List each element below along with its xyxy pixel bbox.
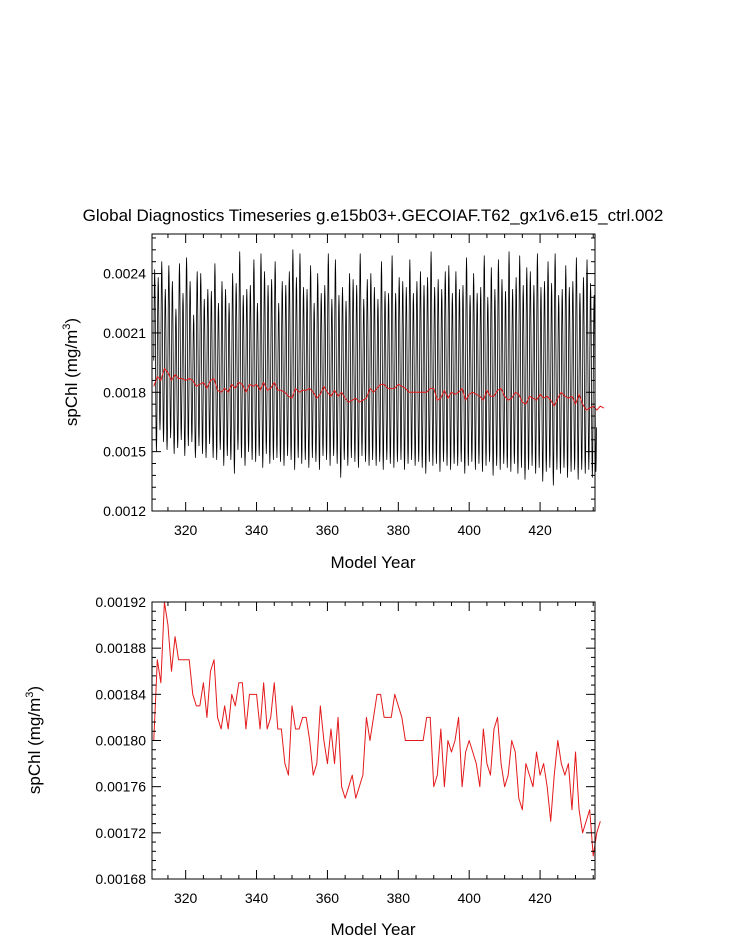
top-y-tick-label: 0.0018 — [103, 384, 146, 400]
bottom-x-axis-label: Model Year — [330, 920, 415, 939]
bottom-y-axis-label-main: spChl (mg/m — [25, 698, 44, 794]
top-series-line-monthly — [153, 249, 597, 486]
bottom-timeseries-panel: 320 340 360 380 400 420 0.00168 0.00172 0.00176 0… — [24, 594, 601, 939]
top-x-tick-label: 360 — [316, 522, 340, 538]
bottom-y-tick-label: 0.00188 — [95, 640, 146, 656]
top-x-tick-label: 420 — [528, 522, 552, 538]
top-y-axis-label-sup: 3 — [61, 324, 73, 330]
bottom-y-axis-label-end: ) — [25, 686, 44, 692]
bottom-x-tick-label: 320 — [174, 890, 198, 906]
bottom-plot-area — [153, 601, 601, 857]
bottom-plot-frame — [151, 601, 596, 880]
top-x-tick-label: 340 — [245, 522, 269, 538]
bottom-y-axis-label-sup: 3 — [24, 692, 36, 698]
top-x-tick-label: 320 — [174, 522, 198, 538]
bottom-series-line-annual-mean — [153, 601, 601, 857]
chart-title: Global Diagnostics Timeseries g.e15b03+.… — [83, 206, 664, 225]
top-plot-frame — [151, 233, 596, 512]
top-y-tick-label: 0.0015 — [103, 444, 146, 460]
bottom-x-tick-label: 340 — [245, 890, 269, 906]
top-y-axis-label-end: ) — [62, 318, 81, 324]
top-x-axis-label: Model Year — [330, 553, 415, 572]
bottom-y-tick-label: 0.00192 — [95, 594, 146, 610]
top-x-tick-label: 380 — [387, 522, 411, 538]
bottom-axis-ticks: 320 340 360 380 400 420 0.00168 0.00172 0.00176 0… — [95, 594, 595, 906]
bottom-x-tick-label: 380 — [387, 890, 411, 906]
bottom-x-tick-label: 400 — [458, 890, 482, 906]
top-series-line-annual-mean — [153, 368, 605, 411]
bottom-y-tick-label: 0.00176 — [95, 779, 146, 795]
top-axis-ticks: 320 340 360 380 400 420 0.0012 0.0015 0.0018 0.00… — [103, 234, 595, 538]
top-y-axis-label: spChl (mg/m3) — [61, 318, 81, 426]
bottom-y-tick-label: 0.00172 — [95, 825, 146, 841]
bottom-x-tick-label: 360 — [316, 890, 340, 906]
top-y-tick-label: 0.0021 — [103, 325, 146, 341]
bottom-x-tick-label: 420 — [528, 890, 552, 906]
bottom-y-tick-label: 0.00184 — [95, 686, 146, 702]
top-x-tick-label: 400 — [458, 522, 482, 538]
top-y-tick-label: 0.0012 — [103, 503, 146, 519]
top-y-tick-label: 0.0024 — [103, 266, 146, 282]
top-y-axis-label-main: spChl (mg/m — [62, 330, 81, 426]
top-timeseries-panel: Global Diagnostics Timeseries g.e15b03+.… — [61, 206, 663, 572]
bottom-y-tick-label: 0.00180 — [95, 733, 146, 749]
bottom-y-tick-label: 0.00168 — [95, 871, 146, 887]
top-plot-area — [153, 249, 605, 486]
bottom-y-axis-label: spChl (mg/m3) — [24, 686, 44, 794]
